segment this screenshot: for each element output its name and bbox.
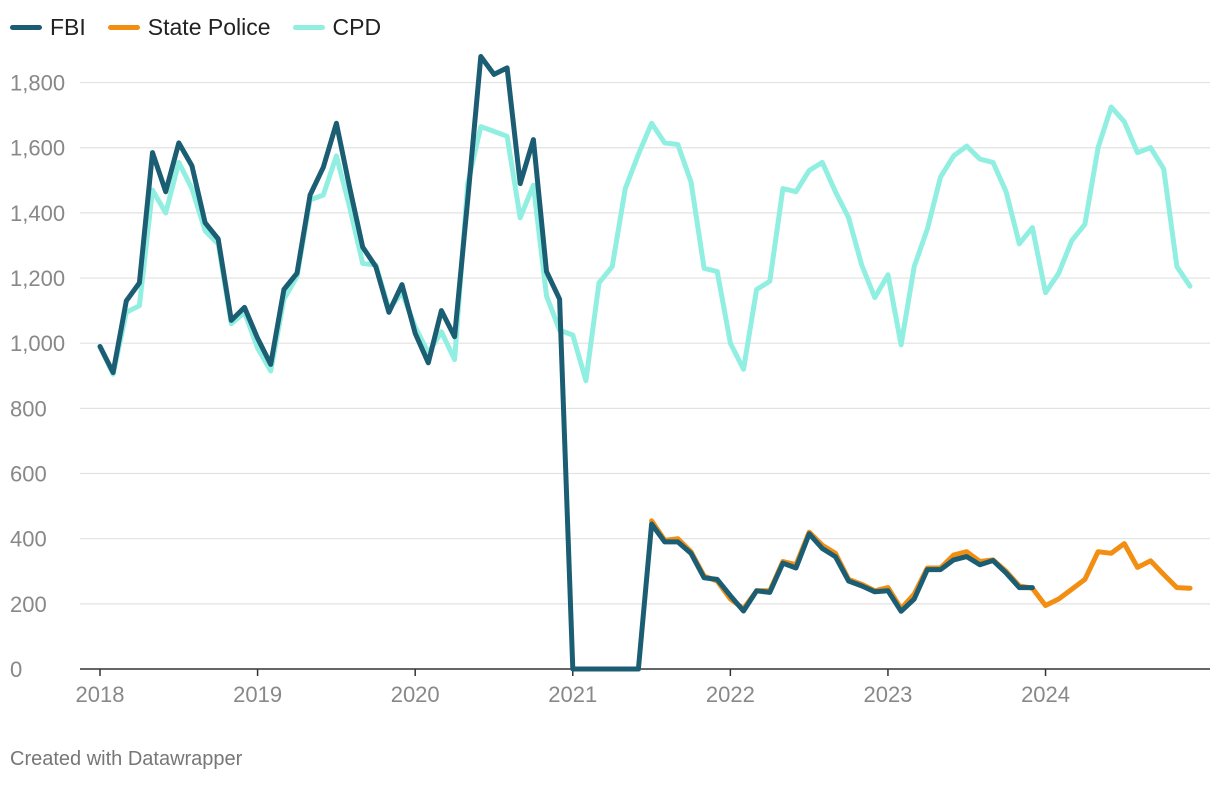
y-tick-label: 400 bbox=[10, 527, 47, 552]
y-tick-label: 200 bbox=[10, 592, 47, 617]
x-tick-label: 2023 bbox=[863, 682, 912, 707]
y-axis-labels: 0 200 400 600 800 1,000 1,200 1,400 1,600 1,800 bbox=[10, 71, 65, 682]
series-line-fbi bbox=[97, 54, 1035, 672]
legend-label: State Police bbox=[147, 14, 271, 40]
x-tick-label: 2020 bbox=[391, 682, 440, 707]
legend: FBI State Police CPD bbox=[10, 14, 381, 41]
x-tick-label: 2018 bbox=[76, 682, 125, 707]
x-tick-label: 2021 bbox=[548, 682, 597, 707]
legend-label: CPD bbox=[332, 14, 382, 40]
y-tick-label: 1,600 bbox=[10, 136, 65, 161]
legend-item-cpd: CPD bbox=[292, 14, 382, 41]
x-tick-label: 2019 bbox=[233, 682, 282, 707]
gridlines bbox=[80, 81, 1210, 605]
legend-label: FBI bbox=[50, 14, 86, 40]
series-lines bbox=[97, 54, 1193, 672]
legend-swatch bbox=[10, 25, 42, 30]
y-tick-label: 1,200 bbox=[10, 266, 65, 291]
x-axis: 2018 2019 2020 2021 2022 2023 2024 bbox=[76, 668, 1210, 707]
legend-swatch bbox=[292, 25, 325, 30]
x-tick-label: 2024 bbox=[1021, 682, 1070, 707]
legend-item-state-police: State Police bbox=[107, 14, 271, 41]
credit-text: Created with Datawrapper bbox=[10, 748, 243, 770]
legend-swatch bbox=[107, 25, 140, 30]
y-tick-label: 1,800 bbox=[10, 71, 65, 96]
x-tick-label: 2022 bbox=[706, 682, 755, 707]
y-tick-label: 1,000 bbox=[10, 331, 65, 356]
y-tick-label: 600 bbox=[10, 462, 47, 487]
y-tick-label: 800 bbox=[10, 396, 47, 421]
y-tick-label: 0 bbox=[10, 657, 22, 682]
legend-item-fbi: FBI bbox=[10, 14, 86, 41]
y-tick-label: 1,400 bbox=[10, 201, 65, 226]
